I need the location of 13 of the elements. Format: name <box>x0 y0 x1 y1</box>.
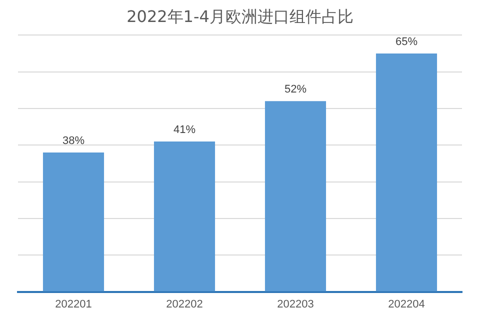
data-label: 38% <box>62 135 85 148</box>
data-label: 65% <box>395 36 418 48</box>
data-label: 41% <box>173 124 196 136</box>
data-label: 52% <box>284 84 307 96</box>
bar <box>154 142 216 292</box>
chart-title: 2022年1-4月欧洲进口组件占比 <box>126 6 354 26</box>
x-tick-label: 202201 <box>55 298 92 310</box>
x-tick-label: 202203 <box>277 298 314 310</box>
bar <box>376 54 438 292</box>
bar <box>42 152 104 292</box>
bar <box>264 101 326 292</box>
x-tick-label: 202204 <box>388 298 425 310</box>
x-tick-label: 202202 <box>166 298 203 310</box>
